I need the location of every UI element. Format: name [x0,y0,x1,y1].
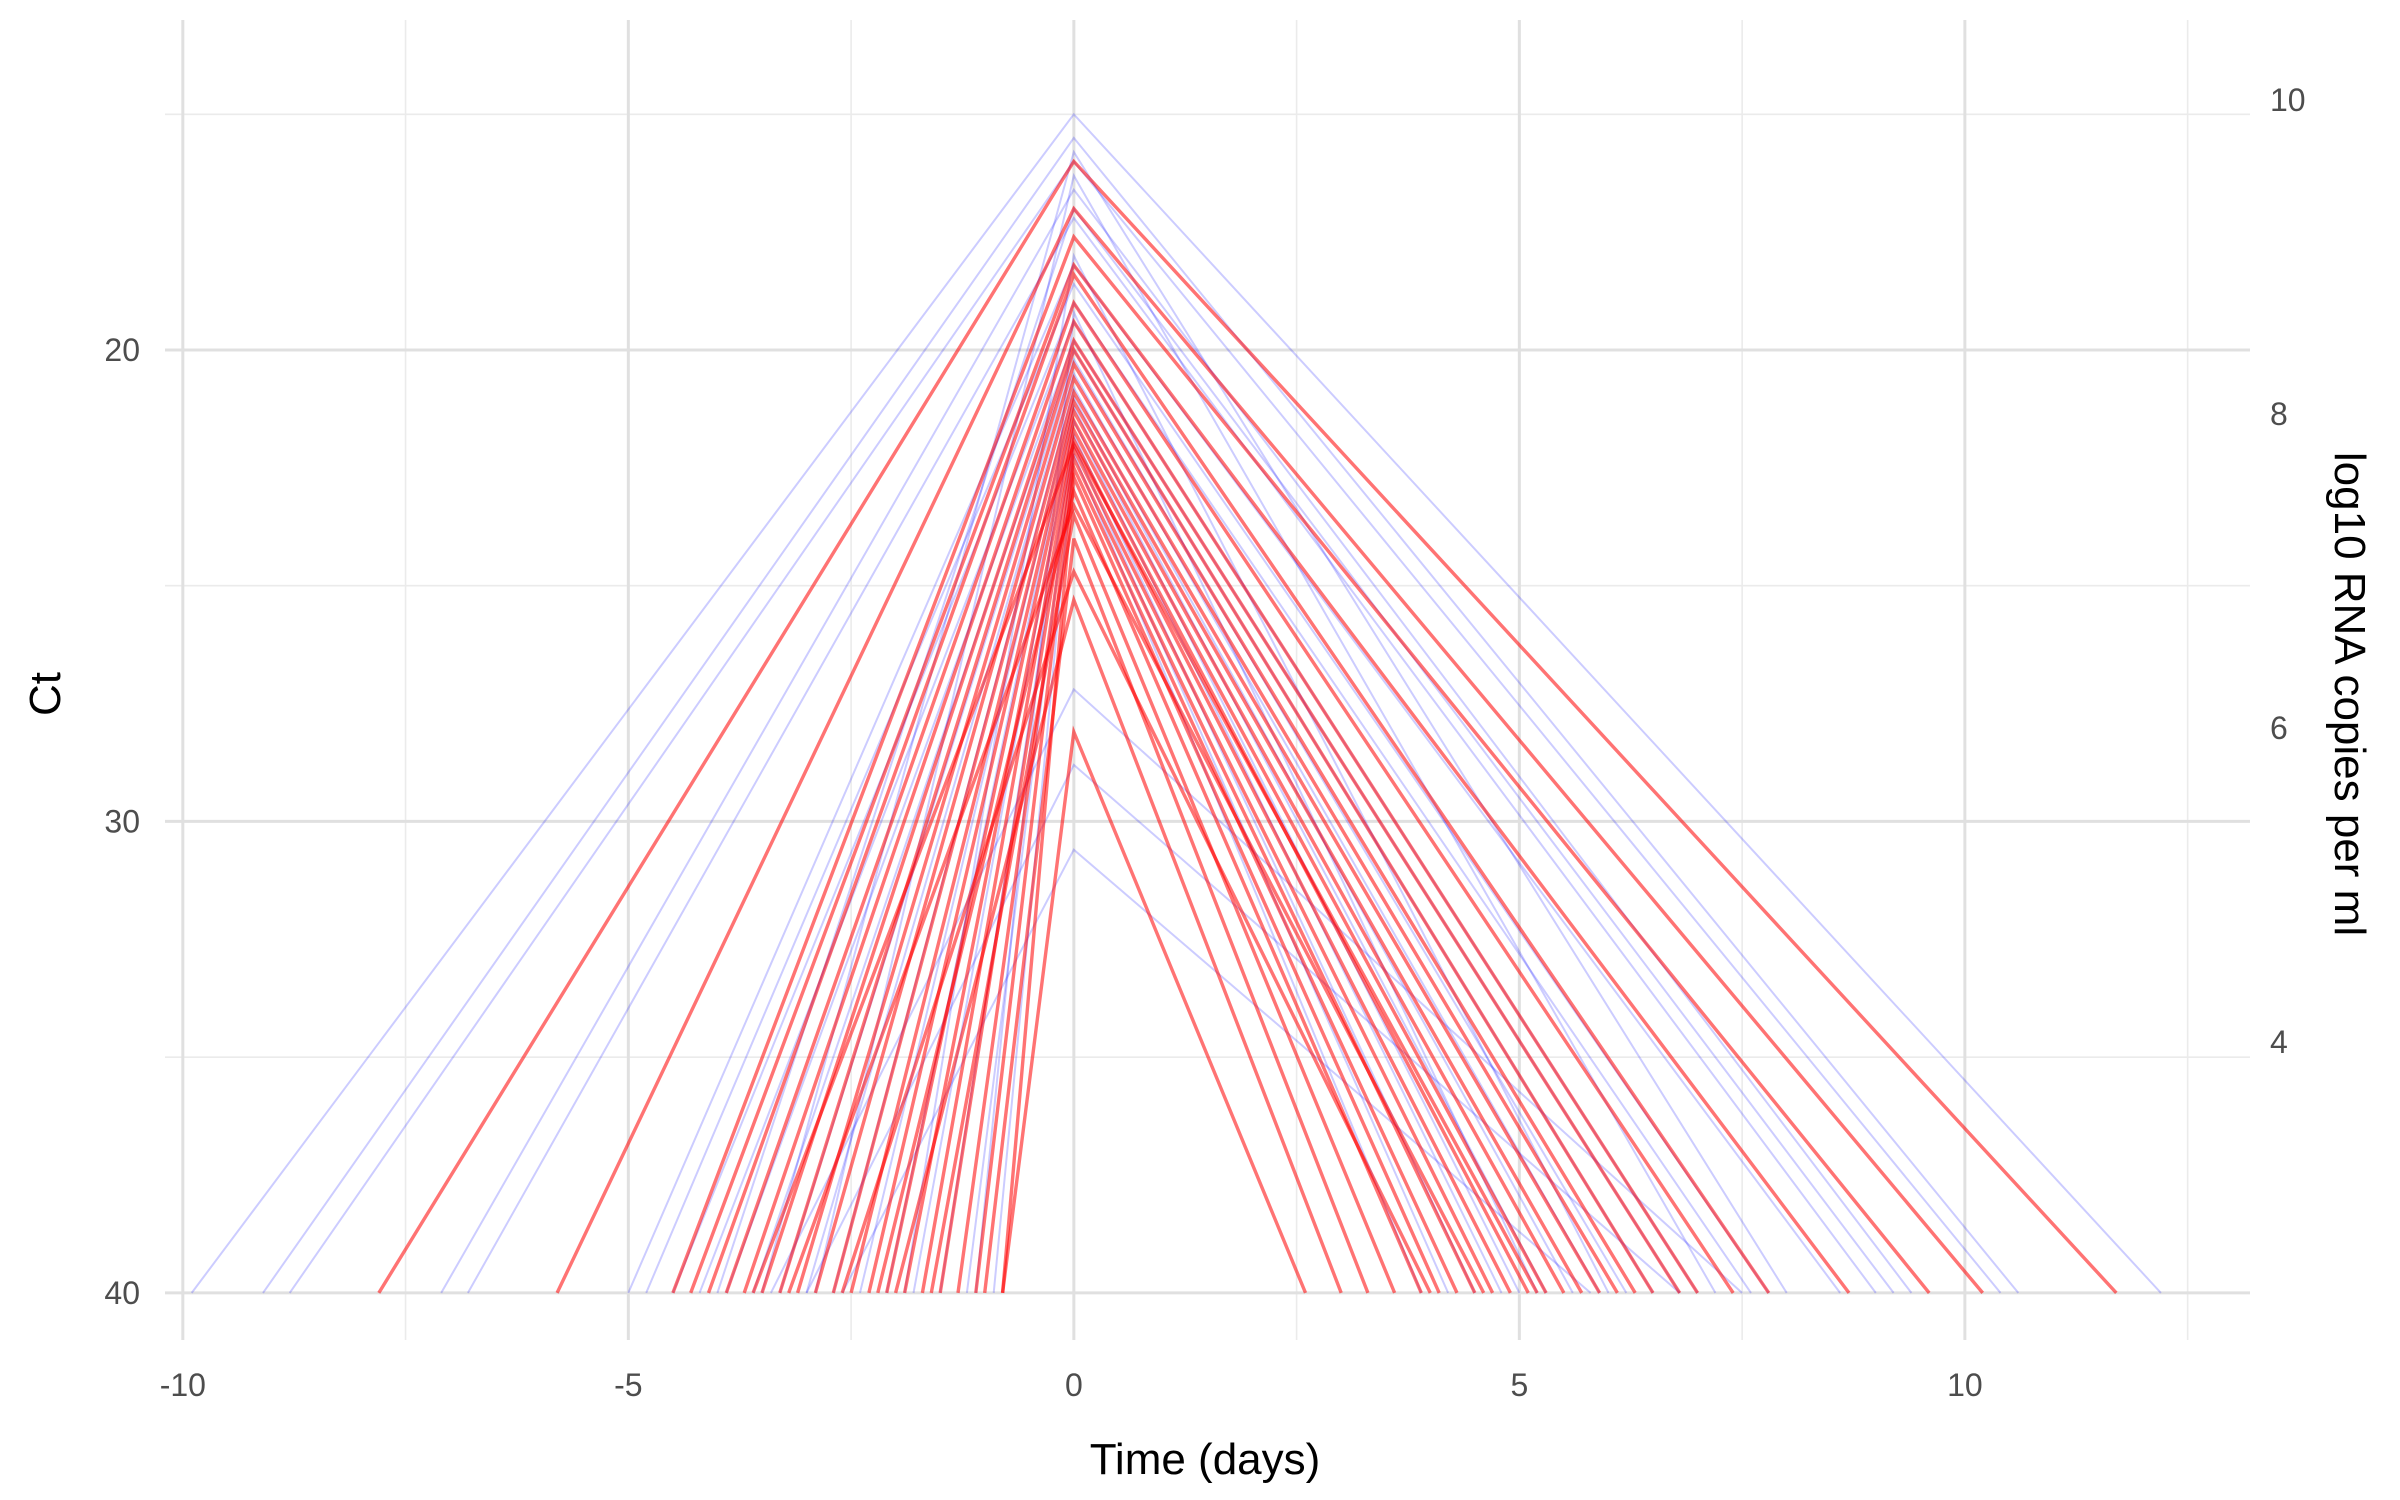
log10-tick-label: 8 [2270,396,2288,432]
ct-tick-label: 30 [104,803,140,839]
trajectory-line-red [795,359,1637,1294]
trajectory-line-blue [190,112,2162,1294]
trajectory-line-blue [262,136,2020,1294]
trajectory-line-red [778,345,1655,1294]
trajectory-line-red [920,434,1512,1294]
x-axis-title: Time (days) [1090,1435,1321,1484]
trajectory-line-red [706,270,1771,1294]
trajectory-line-red [742,317,1700,1294]
trajectory-line-red [555,205,1985,1294]
trajectory-line-red [956,452,1477,1294]
trajectory-line-red [1000,725,1308,1294]
trajectory-line-red [849,397,1584,1294]
trajectory-line-red [929,509,1397,1294]
trajectory-line-red [831,388,1602,1294]
log10-tick-label: 6 [2270,710,2288,746]
trajectory-line-red [1000,470,1441,1294]
x-tick-label: 5 [1510,1367,1528,1403]
ct-axis-ticks: 20 30 40 [104,332,140,1311]
trajectory-line-red [974,461,1459,1294]
x-tick-label: 10 [1947,1367,1983,1403]
trajectory-line-blue [467,216,1877,1294]
x-axis-ticks: -10 -5 0 5 10 [160,1367,1983,1403]
trajectory-line-red [689,261,1851,1294]
trajectory-lines [190,112,2162,1295]
trajectory-line-red [671,233,1931,1294]
trajectory-line-red [876,486,1423,1294]
log10-tick-label: 10 [2270,82,2306,118]
trajectory-line-blue [645,281,1770,1294]
log10-axis-title: log10 RNA copies per ml [2325,452,2374,936]
trajectory-line-red [787,501,1486,1294]
trajectory-line-blue [814,172,1717,1294]
ct-tick-label: 20 [104,332,140,368]
log10-axis-ticks: 4 6 8 10 [2270,82,2306,1060]
trajectory-line-blue [761,149,1788,1294]
trajectory-line-red [983,537,1370,1294]
trajectory-line-red [813,374,1619,1294]
trajectory-line-blue [288,159,2002,1294]
trajectory-line-red [893,594,1343,1294]
x-tick-label: -5 [614,1367,642,1403]
trajectory-line-red [724,299,1735,1294]
log10-tick-label: 4 [2270,1024,2288,1060]
trajectory-line-red [840,567,1432,1294]
trajectory-line-red [760,336,1682,1294]
ct-axis-title: Ct [21,672,70,716]
trajectory-line-red [377,158,2118,1295]
trajectory-line-red [902,425,1530,1294]
trajectory-line-red [751,440,1539,1294]
x-tick-label: 0 [1065,1367,1083,1403]
gridlines [165,20,2250,1340]
x-tick-label: -10 [160,1367,206,1403]
ct-tick-label: 40 [104,1275,140,1311]
trajectory-line-blue [805,371,1601,1294]
